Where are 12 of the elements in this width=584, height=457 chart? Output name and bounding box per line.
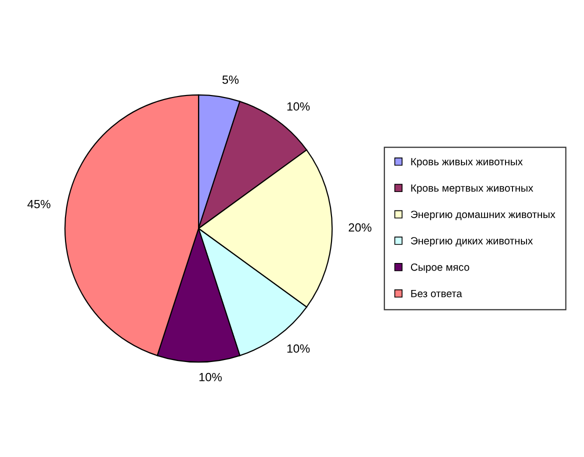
data-label: 45% [27, 200, 50, 208]
data-label: 10% [287, 102, 310, 111]
legend-label: Энергию диких животных [410, 237, 533, 247]
data-label: 5% [222, 76, 239, 84]
data-label: 10% [287, 344, 310, 353]
legend-label: Энергию домашних животных [410, 210, 556, 220]
legend-label: Без ответа [411, 290, 462, 298]
data-label: 10% [199, 372, 222, 382]
data-label: 20% [348, 223, 372, 232]
legend-label: Сырое мясо [410, 263, 470, 273]
legend-label: Кровь живых животных [411, 158, 523, 168]
legend-label: Кровь мертвых животных [411, 184, 534, 194]
